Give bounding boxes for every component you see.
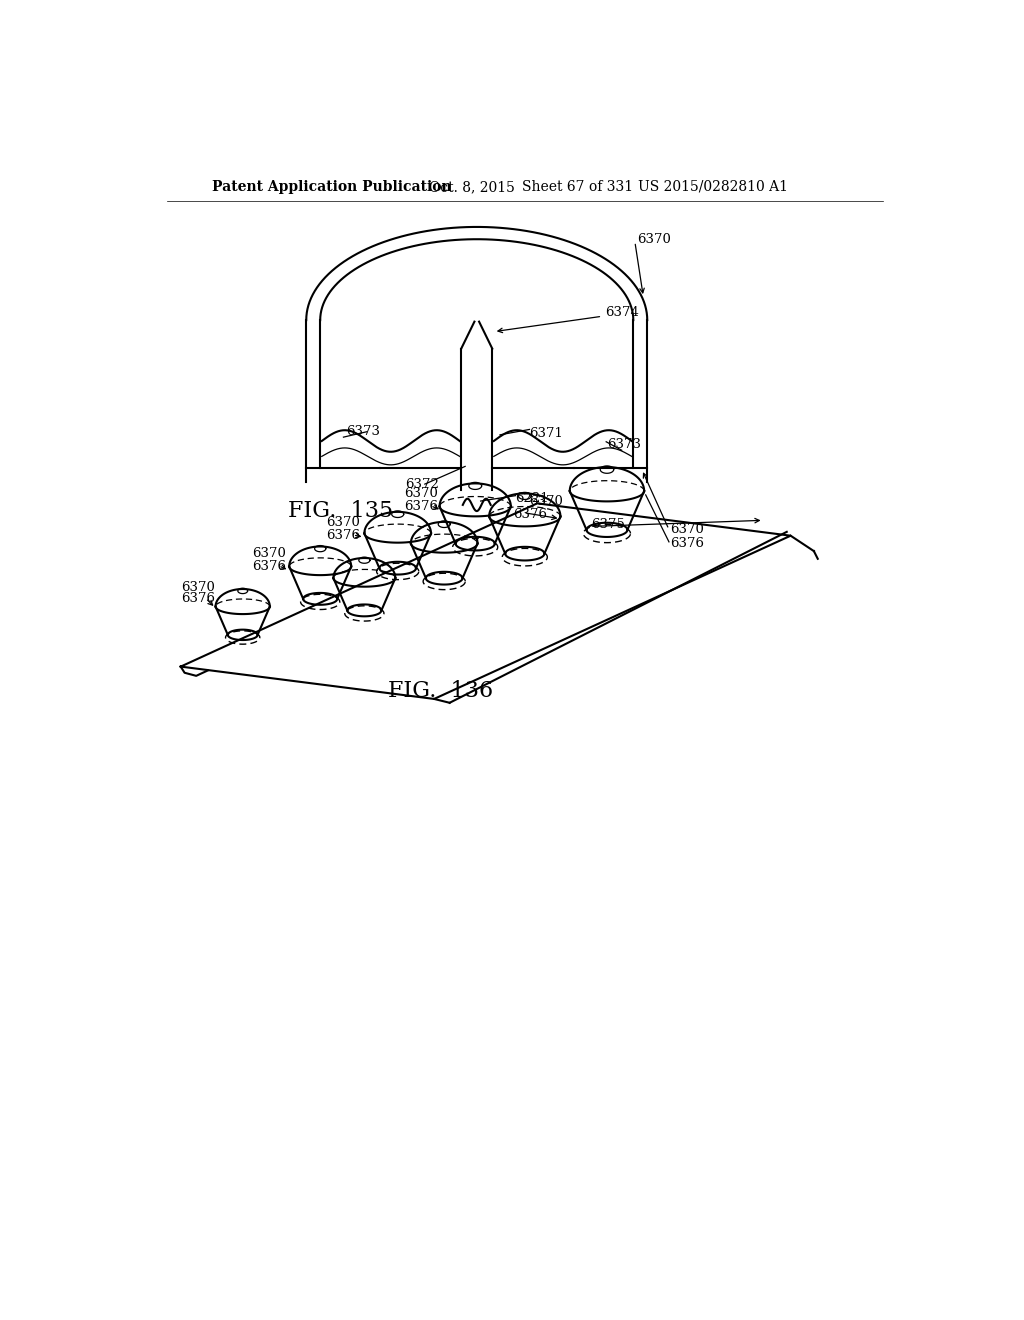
Text: FIG.  136: FIG. 136 [388,680,493,702]
Text: 6372: 6372 [406,478,439,491]
Text: 6373: 6373 [346,425,381,438]
Text: 6221: 6221 [515,492,549,506]
Text: 6376: 6376 [671,537,705,550]
Text: 6373: 6373 [607,438,641,451]
Text: Patent Application Publication: Patent Application Publication [212,180,452,194]
Text: 6370: 6370 [180,581,215,594]
Text: 6370: 6370 [403,487,438,500]
Text: Sheet 67 of 331: Sheet 67 of 331 [521,180,633,194]
Text: 6370: 6370 [637,232,671,246]
Text: 6371: 6371 [529,426,563,440]
Text: 6376: 6376 [180,593,215,606]
Text: Oct. 8, 2015: Oct. 8, 2015 [429,180,515,194]
Text: FIG.  135: FIG. 135 [289,500,393,523]
Text: US 2015/0282810 A1: US 2015/0282810 A1 [638,180,787,194]
Text: 6376: 6376 [252,560,286,573]
Text: 6370: 6370 [671,523,705,536]
Text: 6376: 6376 [327,529,360,543]
Text: 6370: 6370 [529,495,563,508]
Text: 6374: 6374 [604,306,639,319]
Text: 6375: 6375 [591,517,625,531]
Text: 6376: 6376 [513,508,547,520]
Text: 6370: 6370 [252,546,286,560]
Text: 6376: 6376 [403,500,438,513]
Text: 6370: 6370 [327,516,360,529]
